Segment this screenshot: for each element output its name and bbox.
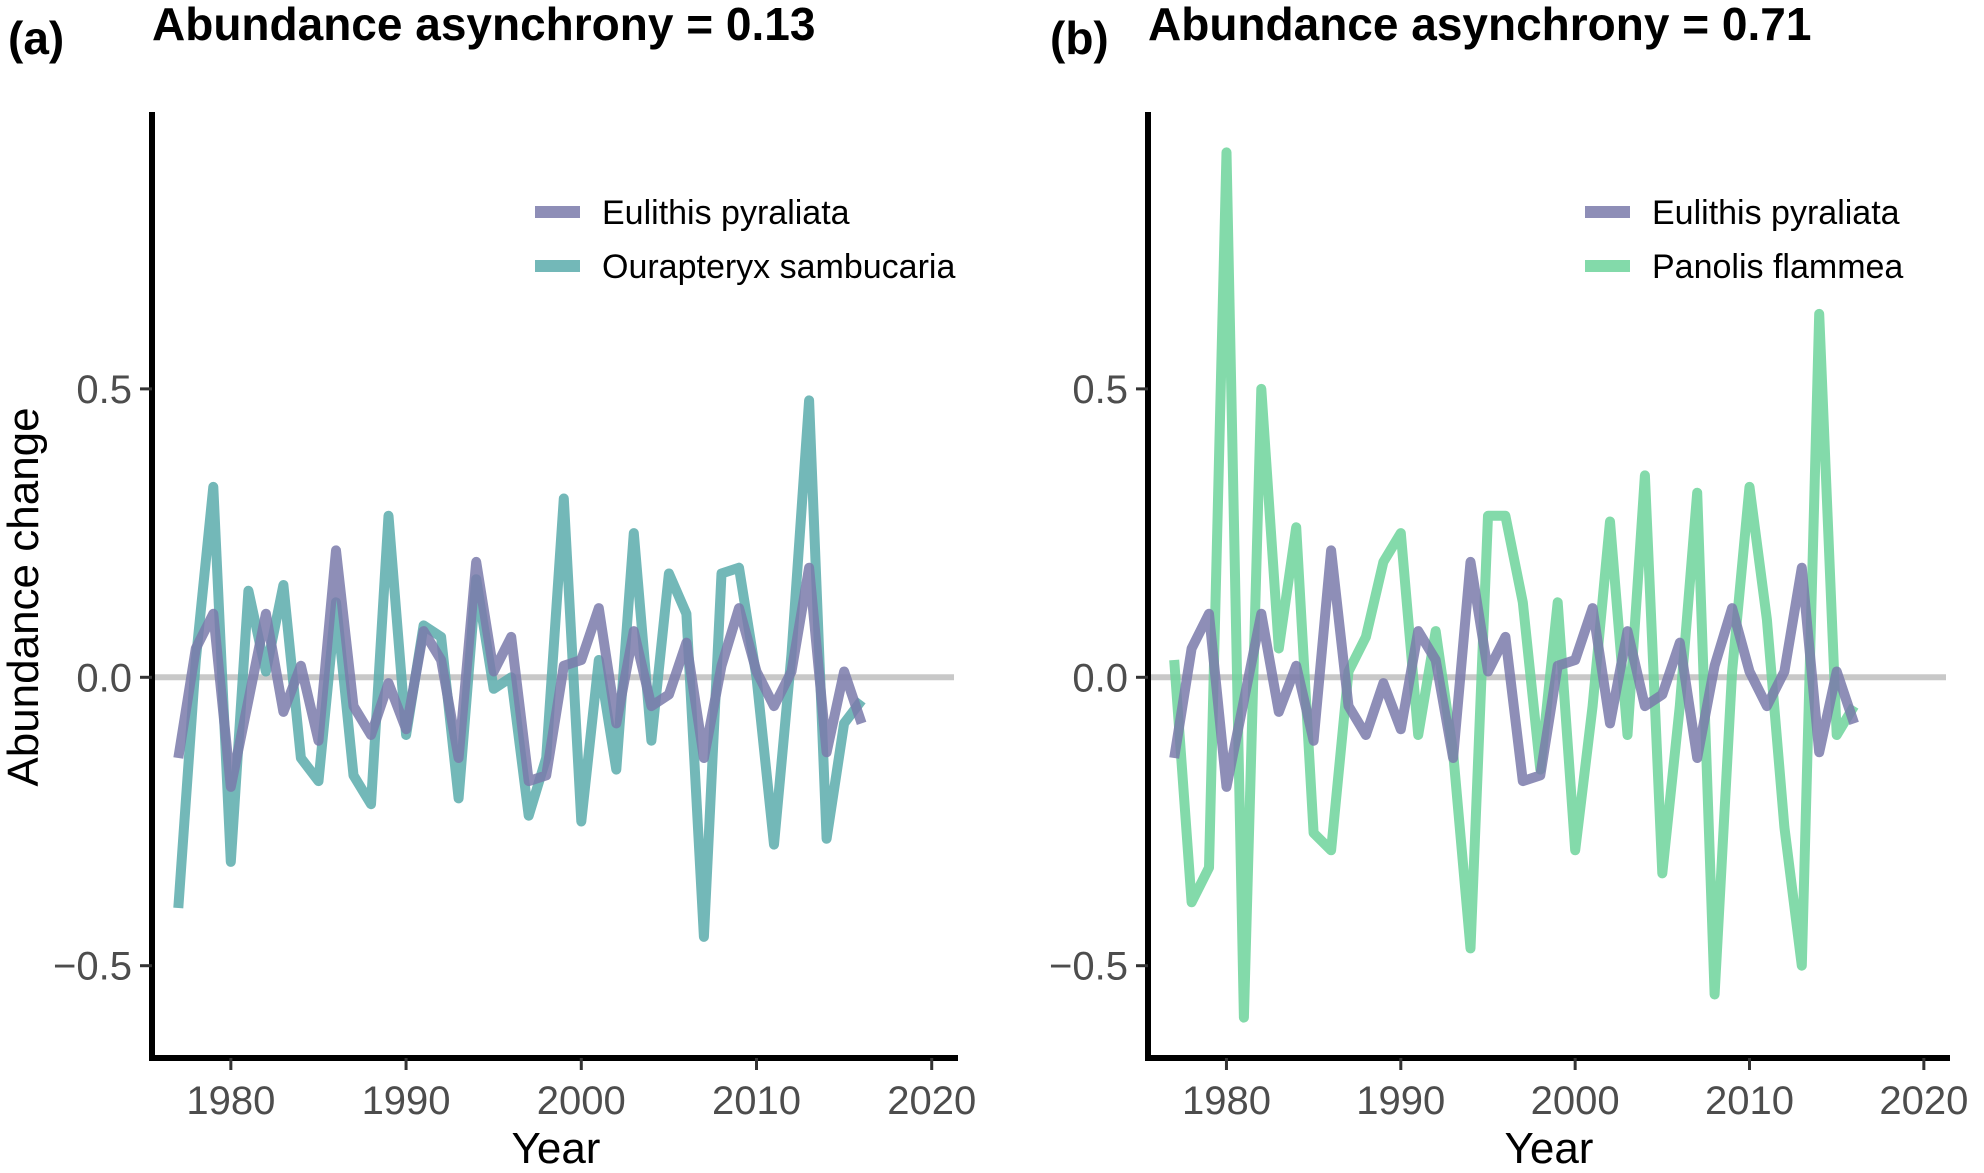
x-tick-label: 2010	[712, 1079, 801, 1123]
panel-b-series-layer	[1169, 147, 1859, 1023]
x-tick-label: 1990	[362, 1079, 451, 1123]
series-line-eulithis-pyraliata	[173, 545, 867, 792]
y-tick-label: 0.5	[1072, 368, 1128, 412]
panel-a-legend: Eulithis pyraliata Ourapteryx sambucaria	[535, 194, 955, 286]
panel-b: (b) Abundance asynchrony = 0.71 Year −0.…	[1049, 0, 1968, 1173]
panel-b-title: Abundance asynchrony = 0.71	[1148, 0, 1811, 50]
panel-b-y-tick-labels: −0.5 0.0 0.5	[1049, 368, 1128, 989]
x-tick-label: 2020	[1879, 1079, 1968, 1123]
legend-label: Ourapteryx sambucaria	[602, 248, 955, 286]
x-tick-label: 1990	[1356, 1079, 1445, 1123]
y-tick-label: −0.5	[53, 945, 132, 989]
y-tick-label: 0.5	[76, 368, 132, 412]
x-tick-label: 1980	[186, 1079, 275, 1123]
y-tick-label: 0.0	[1072, 656, 1128, 700]
series-line-eulithis-pyraliata	[1169, 545, 1859, 792]
x-tick-label: 2020	[887, 1079, 976, 1123]
panel-b-legend: Eulithis pyraliata Panolis flammea	[1585, 194, 1903, 286]
x-tick-label: 2010	[1705, 1079, 1794, 1123]
panel-b-label: (b)	[1050, 12, 1109, 64]
legend-label: Eulithis pyraliata	[602, 194, 850, 232]
panel-b-axes	[1136, 112, 1950, 1070]
y-axis-title: Abundance change	[0, 407, 48, 786]
panel-a-x-tick-labels: 1980 1990 2000 2010 2020	[186, 1079, 976, 1123]
x-tick-label: 2000	[1531, 1079, 1620, 1123]
x-tick-label: 2000	[537, 1079, 626, 1123]
panel-a-series-layer	[173, 395, 867, 942]
y-tick-label: −0.5	[1049, 945, 1128, 989]
panel-a-axes	[140, 112, 958, 1070]
panel-a: (a) Abundance asynchrony = 0.13 Abundanc…	[0, 0, 976, 1173]
series-line-panolis-flammea	[1169, 147, 1859, 1023]
y-tick-label: 0.0	[76, 656, 132, 700]
panel-b-x-tick-labels: 1980 1990 2000 2010 2020	[1182, 1079, 1968, 1123]
legend-label: Eulithis pyraliata	[1652, 194, 1900, 232]
panel-b-x-axis-title: Year	[1505, 1124, 1594, 1173]
legend-label: Panolis flammea	[1652, 248, 1903, 286]
panel-a-y-tick-labels: −0.5 0.0 0.5	[53, 368, 132, 989]
panel-a-title: Abundance asynchrony = 0.13	[152, 0, 815, 50]
x-tick-label: 1980	[1182, 1079, 1271, 1123]
panel-a-label: (a)	[8, 12, 64, 64]
panel-a-x-axis-title: Year	[512, 1124, 601, 1173]
